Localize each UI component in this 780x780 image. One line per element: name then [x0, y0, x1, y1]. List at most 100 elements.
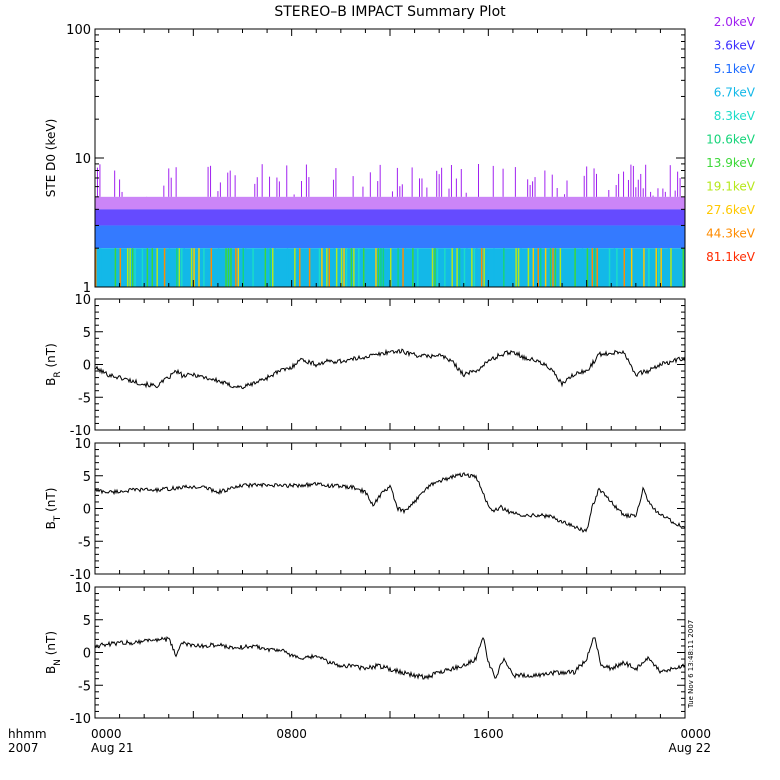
ste-low-energy-column	[594, 248, 596, 287]
ste-low-energy-column	[493, 248, 495, 287]
ste-low-energy-column	[539, 248, 542, 287]
ste-low-energy-column	[473, 248, 476, 287]
ste-low-energy-column	[163, 248, 166, 287]
ste-low-energy-column	[198, 248, 200, 287]
ste-low-energy-column	[451, 248, 453, 287]
ste-low-energy-column	[444, 248, 446, 287]
ste-low-energy-column	[146, 248, 149, 287]
ste-low-energy-column	[264, 248, 267, 287]
ste-low-energy-column	[156, 248, 158, 287]
ste-low-energy-column	[210, 248, 213, 287]
ste-low-energy-column	[323, 248, 326, 287]
ste-low-energy-column	[114, 248, 117, 287]
ste-low-energy-column	[168, 248, 171, 287]
br-y-tick-label: -5	[78, 391, 91, 406]
time-tick-label: Aug 22	[668, 741, 711, 755]
ste-low-energy-column	[353, 248, 355, 287]
ste-energy-band	[95, 196, 685, 210]
ste-y-tick-label: 1	[83, 281, 91, 296]
ste-low-energy-column	[308, 248, 311, 287]
ste-low-energy-column	[390, 248, 392, 287]
ste-d0-spectrogram-panel: 1 10 100 STE D0 (keV) 2.0keV 3.6keV 5.1keV 6.7…	[44, 15, 756, 296]
ste-low-energy-column	[382, 248, 385, 287]
ste-low-energy-column	[129, 248, 131, 287]
br-trace	[94, 348, 686, 390]
ste-low-energy-column	[230, 248, 232, 287]
ste-low-energy-column	[574, 248, 576, 287]
ste-low-energy-column	[242, 248, 244, 287]
bn-y-tick-label: 0	[83, 647, 91, 662]
time-tick-label: Aug 21	[91, 741, 134, 755]
br-y-tick-label: -10	[70, 424, 91, 439]
ste-low-energy-column	[286, 248, 289, 287]
ste-low-energy-column	[520, 248, 522, 287]
ste-low-energy-column	[131, 248, 134, 287]
bn-y-tick-label: -10	[70, 712, 91, 727]
ste-low-energy-column	[404, 248, 407, 287]
ste-low-energy-column	[480, 248, 483, 287]
ste-legend-entry: 5.1keV	[714, 62, 756, 76]
bt-y-tick-label: 0	[83, 503, 91, 518]
ste-y-axis-label: STE D0 (keV)	[44, 119, 58, 198]
ste-low-energy-column	[126, 248, 129, 287]
chart-title: STEREO–B IMPACT Summary Plot	[274, 4, 506, 20]
ste-low-energy-column	[348, 248, 350, 287]
time-tick-label: 1600	[473, 727, 504, 741]
ste-legend-entry: 27.6keV	[706, 203, 756, 217]
ste-low-energy-column	[95, 248, 97, 287]
ste-low-energy-column	[623, 248, 626, 287]
ste-low-energy-column	[463, 248, 466, 287]
ste-low-energy-column	[667, 248, 670, 287]
ste-low-energy-column	[269, 248, 272, 287]
ste-low-energy-column	[616, 248, 618, 287]
ste-low-energy-column	[532, 248, 535, 287]
ste-low-energy-column	[237, 248, 240, 287]
ste-low-energy-column	[537, 248, 539, 287]
ste-y-tick-label: 10	[74, 152, 91, 167]
ste-low-energy-column	[643, 248, 645, 287]
ste-low-energy-column	[527, 248, 530, 287]
ste-count-spikes	[96, 164, 681, 197]
x-corner-label-hhmm: hhmm	[8, 727, 47, 741]
bn-plot-frame	[94, 586, 686, 719]
bt-plot-frame	[94, 442, 686, 575]
time-tick-label: 0000	[91, 727, 122, 741]
ste-energy-bands	[95, 196, 685, 287]
br-axes: 10 5 0 -5 -10 BR (nT)	[44, 293, 686, 439]
ste-legend-entry: 6.7keV	[714, 86, 756, 100]
bt-axes: 10 5 0 -5 -10 BT (nT)	[44, 437, 686, 583]
ste-axes: 1 10 100 STE D0 (keV)	[44, 23, 686, 296]
ste-low-energy-column	[559, 248, 562, 287]
ste-low-energy-column	[225, 248, 227, 287]
ste-low-energy-column	[190, 248, 193, 287]
ste-legend-entry: 3.6keV	[714, 39, 756, 53]
ste-low-energy-column	[549, 248, 552, 287]
ste-low-energy-column	[613, 248, 616, 287]
ste-low-energy-column	[227, 248, 230, 287]
bt-y-tick-label: 10	[74, 437, 91, 452]
ste-low-energy-column	[412, 248, 414, 287]
bt-magnetic-field-panel: 10 5 0 -5 -10 BT (nT)	[44, 437, 686, 583]
ste-low-energy-column	[328, 248, 331, 287]
ste-low-energy-column	[417, 248, 419, 287]
ste-low-energy-column	[402, 248, 404, 287]
ste-low-energy-column	[151, 248, 154, 287]
ste-low-energy-column	[217, 248, 220, 287]
br-y-tick-label: 10	[74, 293, 91, 308]
ste-low-energy-column	[530, 248, 532, 287]
ste-low-energy-column	[252, 248, 254, 287]
br-y-axis-label: BR (nT)	[44, 343, 63, 386]
plot-timestamp: Tue Nov 6 13:48:11 2007	[687, 620, 695, 709]
ste-legend-entry: 13.9keV	[706, 156, 756, 170]
ste-low-energy-column	[554, 248, 557, 287]
ste-low-energy-column	[183, 248, 185, 287]
ste-low-energy-column	[436, 248, 439, 287]
ste-low-energy-column	[181, 248, 183, 287]
ste-energy-legend: 2.0keV 3.6keV 5.1keV 6.7keV 8.3keV 10.6keV 13.…	[706, 15, 756, 264]
ste-low-energy-column	[274, 248, 276, 287]
ste-legend-entry: 2.0keV	[714, 15, 756, 29]
time-tick-label: 0000	[680, 727, 711, 741]
ste-low-energy-column	[318, 248, 321, 287]
ste-low-energy-column	[350, 248, 353, 287]
